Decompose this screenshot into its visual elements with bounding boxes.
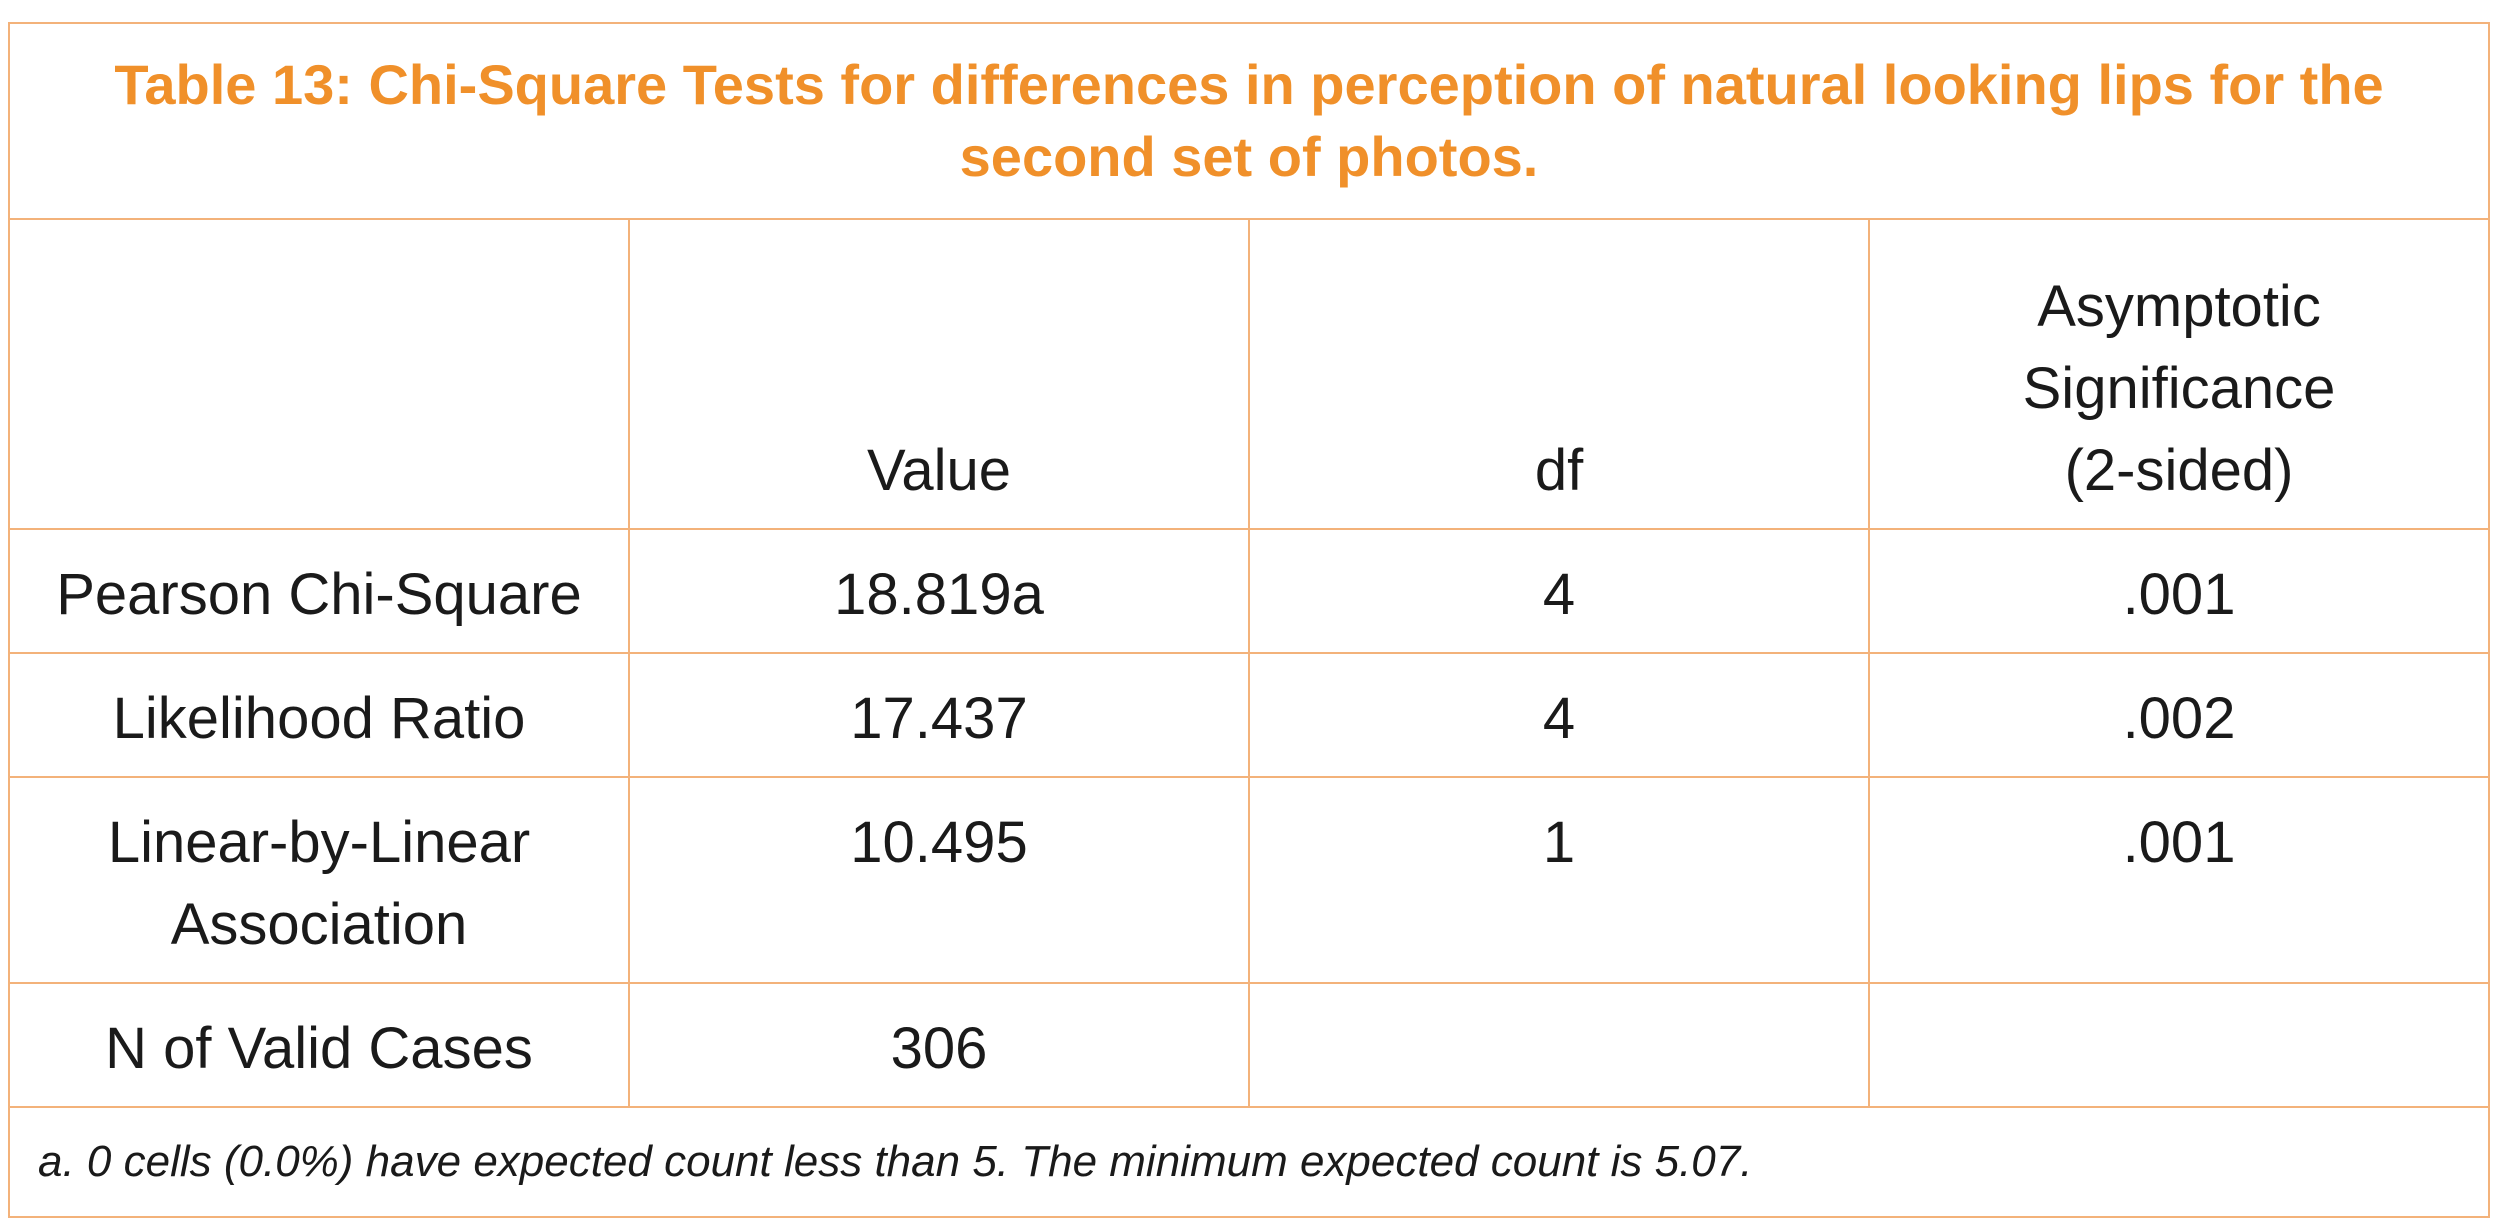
table-row: Likelihood Ratio 17.437 4 .002 <box>8 652 2491 778</box>
row-significance: .001 <box>1867 776 2491 984</box>
row-label: Likelihood Ratio <box>8 652 630 778</box>
header-significance: Asymptotic Significance (2-sided) <box>1867 218 2491 530</box>
chi-square-table: Table 13: Chi-Square Tests for differenc… <box>7 22 2491 1218</box>
row-value: 10.495 <box>628 776 1250 984</box>
row-significance: .002 <box>1867 652 2491 778</box>
row-label: Pearson Chi-Square <box>8 528 630 654</box>
title-row: Table 13: Chi-Square Tests for differenc… <box>7 22 2491 220</box>
table-row: Pearson Chi-Square 18.819a 4 .001 <box>8 528 2491 654</box>
row-df <box>1248 982 1870 1108</box>
row-df: 4 <box>1248 652 1870 778</box>
row-label: N of Valid Cases <box>8 982 630 1108</box>
row-value: 17.437 <box>628 652 1250 778</box>
table-footnote: a. 0 cells (0.0%) have expected count le… <box>7 1106 2491 1218</box>
table-row: N of Valid Cases 306 <box>8 982 2491 1108</box>
row-significance <box>1867 982 2491 1108</box>
header-df: df <box>1248 218 1870 530</box>
header-empty <box>8 218 630 530</box>
header-value: Value <box>628 218 1250 530</box>
row-df: 4 <box>1248 528 1870 654</box>
table-row: Linear-by-Linear Association 10.495 1 .0… <box>8 776 2491 984</box>
header-row: Value df Asymptotic Significance (2-side… <box>8 218 2491 530</box>
table-title: Table 13: Chi-Square Tests for differenc… <box>7 22 2491 220</box>
row-significance: .001 <box>1867 528 2491 654</box>
footnote-row: a. 0 cells (0.0%) have expected count le… <box>7 1106 2491 1218</box>
row-df: 1 <box>1248 776 1870 984</box>
row-value: 18.819a <box>628 528 1250 654</box>
row-label: Linear-by-Linear Association <box>8 776 630 984</box>
row-value: 306 <box>628 982 1250 1108</box>
